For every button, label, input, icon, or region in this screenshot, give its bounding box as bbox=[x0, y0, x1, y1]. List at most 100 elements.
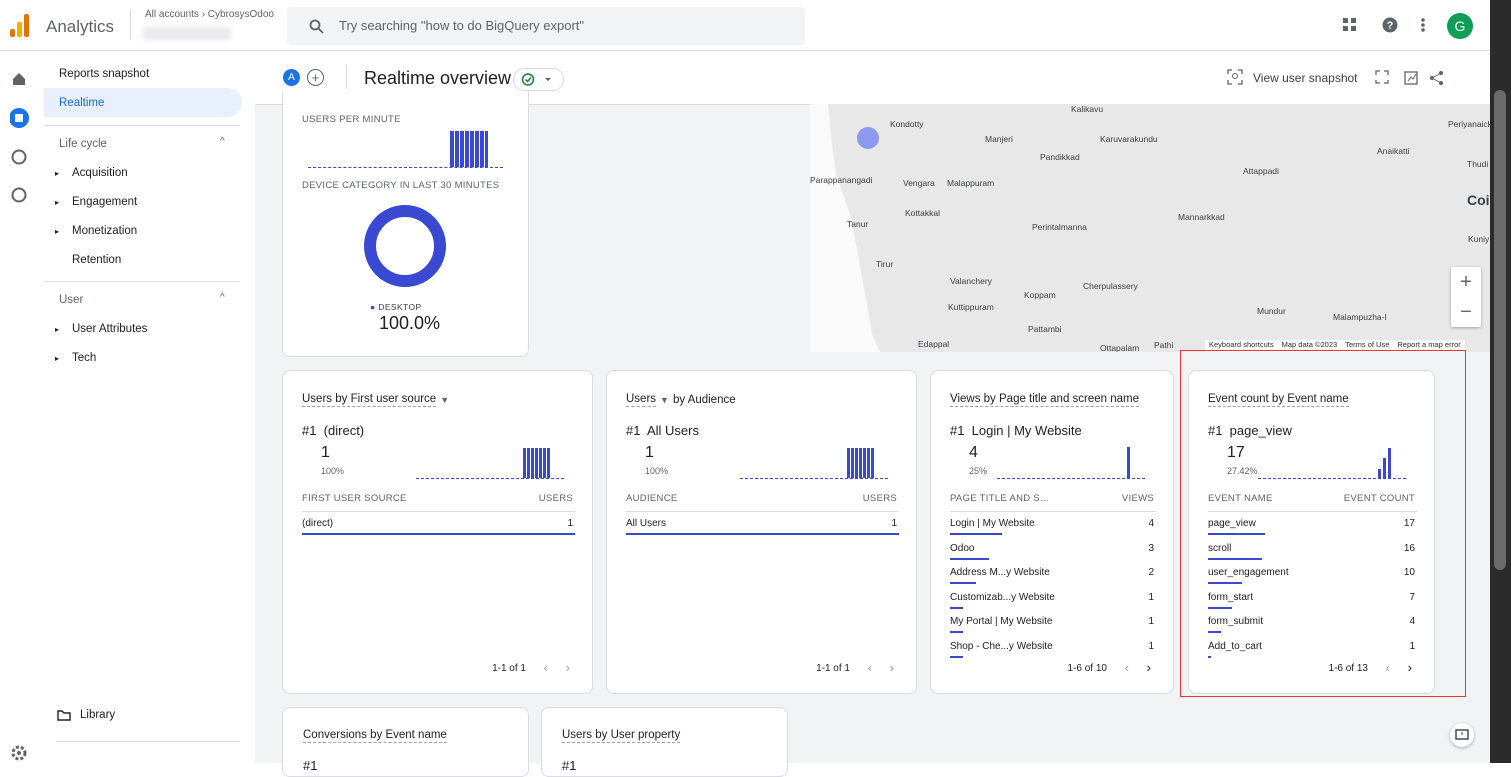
map-label: Cherpulassery bbox=[1083, 281, 1138, 291]
prev-button[interactable]: ‹ bbox=[543, 660, 548, 675]
toolbar-icons[interactable] bbox=[1375, 70, 1465, 86]
nav-item[interactable]: User Attributes bbox=[72, 323, 148, 335]
card-title-text[interactable]: Users by First user source bbox=[302, 393, 437, 407]
map-label: Kuttippuram bbox=[948, 302, 994, 312]
nav-item[interactable]: Engagement bbox=[72, 196, 138, 208]
dropdown-icon[interactable]: ▼ bbox=[660, 395, 669, 405]
row-label[interactable]: Login | My Website bbox=[950, 518, 1035, 529]
map-footer-link[interactable]: Report a map error bbox=[1397, 340, 1461, 349]
expand-icon: ▸ bbox=[55, 354, 60, 363]
map-label: Pathi bbox=[1154, 340, 1174, 350]
next-button[interactable]: › bbox=[1146, 660, 1151, 675]
map-label: Vengara bbox=[903, 178, 935, 188]
row-label[interactable]: My Portal | My Website bbox=[950, 616, 1053, 627]
map-footer-link[interactable]: Terms of Use bbox=[1345, 340, 1390, 349]
row-label[interactable]: (direct) bbox=[302, 518, 334, 529]
row-bar bbox=[1208, 533, 1266, 535]
map-label: Pattambi bbox=[1028, 324, 1062, 334]
map-footer-link[interactable]: Keyboard shortcuts bbox=[1209, 340, 1274, 349]
row-bar bbox=[1208, 557, 1262, 560]
prev-button[interactable]: ‹ bbox=[867, 660, 872, 675]
prev-button[interactable]: ‹ bbox=[1124, 660, 1129, 675]
view-user-snapshot[interactable]: View user snapshot bbox=[1253, 71, 1358, 85]
row-label[interactable]: Add_to_cart bbox=[1208, 640, 1262, 652]
row-label[interactable]: page_view bbox=[1208, 518, 1256, 529]
search-placeholder: Try searching "how to do BigQuery export… bbox=[339, 18, 585, 33]
map-shape bbox=[810, 104, 880, 352]
map-label: Parappanangadi bbox=[810, 175, 873, 185]
row-bar bbox=[950, 631, 963, 633]
comparison-chip[interactable]: A bbox=[283, 69, 300, 86]
map-label: Ottapalam bbox=[1100, 343, 1140, 352]
next-button[interactable]: › bbox=[565, 660, 570, 675]
nav-item[interactable]: Reports snapshot bbox=[59, 68, 150, 80]
next-button[interactable]: › bbox=[1407, 660, 1412, 675]
nav-item[interactable]: Realtime bbox=[59, 97, 105, 109]
header-rule bbox=[302, 511, 575, 512]
users-per-minute-label: USERS PER MINUTE bbox=[302, 114, 401, 125]
row-value: 1 bbox=[1148, 616, 1154, 627]
nav-item[interactable]: Monetization bbox=[72, 225, 138, 237]
map-footer-text: Map data ©2023 bbox=[1281, 340, 1338, 349]
scroll-thumb[interactable] bbox=[1494, 90, 1506, 570]
breadcrumb[interactable]: All accounts › CybrosysOdoo bbox=[145, 9, 274, 20]
card-title-text[interactable]: Views by Page title and screen name bbox=[950, 393, 1140, 407]
section-title[interactable]: User bbox=[59, 294, 84, 306]
zoom-controls[interactable]: + − bbox=[1451, 267, 1481, 327]
row-label[interactable]: scroll bbox=[1208, 542, 1232, 554]
row-label[interactable]: Address M...y Website bbox=[950, 567, 1050, 578]
row-bar bbox=[1208, 655, 1212, 658]
sparkline-bar bbox=[1388, 448, 1391, 478]
next-button[interactable]: › bbox=[889, 660, 894, 675]
add-comparison[interactable]: + bbox=[307, 69, 324, 86]
map-footer: Keyboard shortcuts Map data ©2023 Terms of… bbox=[1205, 340, 1465, 352]
nav-item[interactable]: Acquisition bbox=[72, 167, 128, 179]
row-label[interactable]: Shop - Che...y Website bbox=[950, 640, 1053, 652]
more-icon[interactable] bbox=[1420, 17, 1426, 33]
row-label[interactable]: form_submit bbox=[1208, 616, 1264, 627]
top-share: 100% bbox=[645, 466, 669, 476]
top-item: #1 Login | My Website bbox=[950, 423, 1082, 438]
donut bbox=[364, 205, 446, 287]
card-title-text[interactable]: Event count by Event name bbox=[1208, 393, 1349, 407]
highlight-box bbox=[1180, 350, 1466, 697]
top-value: 4 bbox=[969, 444, 978, 461]
row-label[interactable]: user_engagement bbox=[1208, 567, 1289, 578]
row-value: 2 bbox=[1148, 567, 1154, 578]
sparkline-bars bbox=[450, 131, 488, 167]
status-chip[interactable] bbox=[513, 68, 564, 91]
header-rule bbox=[950, 511, 1156, 512]
top-item: #1 page_view bbox=[1208, 423, 1292, 438]
apps-icon[interactable] bbox=[1342, 17, 1358, 33]
card-title: Users by User property bbox=[562, 729, 681, 743]
settings-icon[interactable] bbox=[10, 744, 28, 762]
prev-button[interactable]: ‹ bbox=[1385, 660, 1390, 675]
dropdown-icon[interactable]: ▼ bbox=[440, 395, 450, 405]
row-label[interactable]: Customizab...y Website bbox=[950, 591, 1055, 603]
map-label: Attappadi bbox=[1243, 166, 1279, 176]
expand-icon: ▸ bbox=[55, 325, 60, 334]
card-title-text[interactable]: Users bbox=[626, 393, 657, 407]
avatar[interactable]: G bbox=[1447, 13, 1473, 39]
card-title: Users by First user source ▼ bbox=[302, 393, 449, 407]
row-label[interactable]: Odoo bbox=[950, 542, 975, 554]
row-label[interactable]: All Users bbox=[626, 518, 667, 529]
feedback-button[interactable] bbox=[1450, 723, 1474, 747]
bottom-card: Conversions by Event name #1 bbox=[282, 707, 529, 777]
section-title[interactable]: Life cycle bbox=[59, 138, 107, 150]
column-header: PAGE TITLE AND S... bbox=[950, 493, 1049, 504]
library-link[interactable]: Library bbox=[80, 709, 116, 721]
map[interactable]: Kalikavu Kondotty Manjeri Karuvarakundu … bbox=[810, 104, 1490, 352]
column-header: EVENT COUNT bbox=[1343, 493, 1415, 504]
expand-icon: ▸ bbox=[55, 169, 60, 178]
nav-item[interactable]: Tech bbox=[72, 352, 97, 364]
search-box[interactable]: Try searching "how to do BigQuery export… bbox=[287, 7, 805, 45]
account-blur bbox=[143, 27, 231, 40]
column-header: VIEWS bbox=[1121, 493, 1154, 504]
nav-item[interactable]: Retention bbox=[72, 254, 122, 266]
pagination: 1-6 of 10 bbox=[1067, 663, 1107, 674]
row-value: 17 bbox=[1403, 518, 1415, 529]
help-icon[interactable]: ? bbox=[1382, 17, 1398, 33]
row-label[interactable]: form_start bbox=[1208, 591, 1254, 603]
map-label: Pandikkad bbox=[1040, 152, 1080, 162]
